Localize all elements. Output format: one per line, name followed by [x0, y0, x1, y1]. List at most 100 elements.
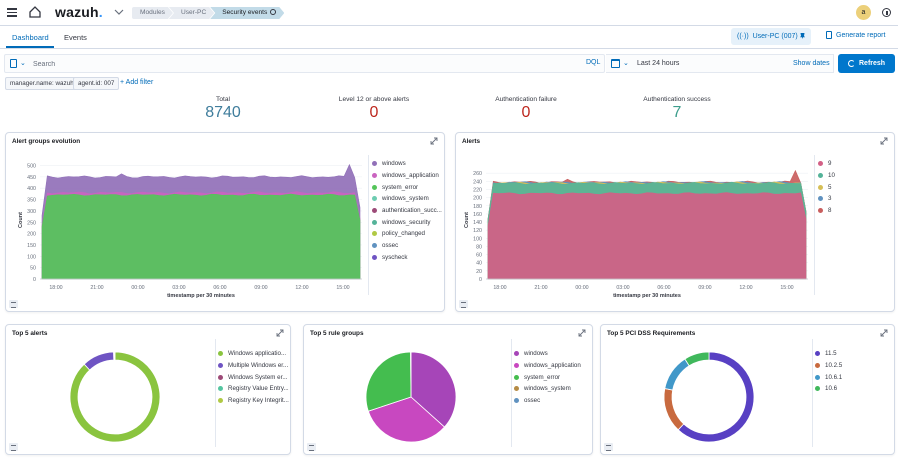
- date-range-label[interactable]: Last 24 hours: [637, 60, 680, 67]
- help-icon[interactable]: [882, 8, 891, 17]
- alert-groups-legend-item[interactable]: syscheck: [372, 252, 442, 264]
- pie-slice[interactable]: [664, 358, 690, 391]
- alerts-legend-item[interactable]: 9: [818, 158, 835, 170]
- add-filter-button[interactable]: + Add filter: [120, 79, 154, 86]
- legend-label: Registry Value Entry...: [228, 385, 289, 393]
- generate-report-label: Generate report: [836, 32, 886, 39]
- breadcrumb-modules[interactable]: Modules: [132, 7, 173, 19]
- breadcrumb-agent[interactable]: User-PC: [169, 7, 214, 19]
- legend-toggle-icon[interactable]: [604, 443, 613, 451]
- wazuh-logo[interactable]: wazuh.: [55, 4, 103, 20]
- top5-pci-legend-item[interactable]: 10.6.1: [815, 371, 842, 383]
- date-picker: ⌄ Last 24 hours Show dates: [606, 54, 834, 73]
- stat-auth-failure-value[interactable]: 0: [521, 104, 531, 121]
- dql-toggle[interactable]: DQL: [586, 59, 601, 66]
- legend-label: 10.6: [825, 385, 838, 393]
- top5-rule-groups-legend-item[interactable]: system_error: [514, 371, 581, 383]
- top5-pci-legend-item[interactable]: 10.2.5: [815, 360, 842, 372]
- chevron-down-icon[interactable]: ⌄: [20, 60, 26, 67]
- breadcrumb: Modules User-PC Security events: [132, 7, 284, 19]
- search-input[interactable]: [33, 58, 573, 70]
- saved-query-icon[interactable]: [10, 59, 17, 68]
- area-series-9[interactable]: [487, 192, 807, 280]
- alerts-legend-item[interactable]: 3: [818, 193, 835, 205]
- top5-alerts-legend-item[interactable]: Multiple Windows er...: [218, 360, 289, 372]
- alert-groups-legend-item[interactable]: policy_changed: [372, 228, 442, 240]
- alerts-legend-item[interactable]: 5: [818, 181, 835, 193]
- legend-toggle-icon[interactable]: [307, 443, 316, 451]
- legend-toggle-icon[interactable]: [9, 300, 18, 308]
- chevron-down-icon[interactable]: ⌄: [623, 60, 629, 67]
- y-tick-label: 80: [476, 244, 482, 250]
- filter-pill-manager[interactable]: manager.name: wazuh: [5, 77, 79, 90]
- top5-rule-groups-legend-item[interactable]: windows_system: [514, 383, 581, 395]
- legend-swatch: [372, 231, 377, 237]
- top5-rule-groups-legend-item[interactable]: ossec: [514, 395, 581, 407]
- top5-alerts-legend-item[interactable]: Windows applicatio...: [218, 348, 289, 360]
- pie-slice[interactable]: [684, 351, 710, 367]
- expand-icon[interactable]: [880, 329, 888, 337]
- alert-groups-legend-item[interactable]: system_error: [372, 181, 442, 193]
- pie-slice[interactable]: [663, 388, 685, 431]
- legend-toggle-icon[interactable]: [9, 443, 18, 451]
- top5-rule-groups-legend-item[interactable]: windows: [514, 348, 581, 360]
- y-tick-label: 60: [476, 253, 482, 259]
- agent-selector-button[interactable]: ((·)) User-PC (007): [731, 28, 811, 45]
- alert-groups-evolution-panel: Alert groups evolution 0 50 100 150 200 250 30…: [5, 132, 445, 312]
- expand-icon[interactable]: [880, 137, 888, 145]
- alert-groups-legend-item[interactable]: ossec: [372, 240, 442, 252]
- pie-slice[interactable]: [83, 351, 115, 371]
- avatar[interactable]: a: [856, 5, 871, 20]
- y-tick-label: 450: [27, 175, 36, 181]
- x-tick-label: 12:00: [295, 285, 308, 291]
- pie-slice[interactable]: [69, 351, 161, 443]
- top5-rule-groups-legend-item[interactable]: windows_application: [514, 360, 581, 372]
- area-series-system-error[interactable]: [41, 193, 361, 280]
- filter-pill-agent[interactable]: agent.id: 007: [73, 77, 120, 90]
- tab-dashboard[interactable]: Dashboard: [12, 33, 49, 42]
- x-tick-label: 06:00: [213, 285, 226, 291]
- pie-slice[interactable]: [365, 351, 412, 412]
- expand-icon[interactable]: [430, 137, 438, 145]
- alert-groups-legend-item[interactable]: authentication_succ...: [372, 205, 442, 217]
- generate-report-button[interactable]: Generate report: [826, 31, 885, 39]
- top5-pci-legend-item[interactable]: 10.6: [815, 383, 842, 395]
- y-tick-label: 350: [27, 198, 36, 204]
- x-tick-label: 03:00: [172, 285, 185, 291]
- tab-events[interactable]: Events: [64, 33, 87, 42]
- legend-swatch: [372, 254, 377, 260]
- x-tick-label: 09:00: [254, 285, 267, 291]
- legend-swatch: [514, 398, 519, 404]
- pie-slice[interactable]: [410, 351, 457, 428]
- expand-icon[interactable]: [276, 329, 284, 337]
- expand-icon[interactable]: [578, 329, 586, 337]
- legend-label: Windows applicatio...: [228, 350, 287, 358]
- alert-groups-legend-item[interactable]: windows: [372, 158, 442, 170]
- top5-alerts-legend-item[interactable]: Registry Value Entry...: [218, 383, 289, 395]
- top5-pci-legend-item[interactable]: 11.5: [815, 348, 842, 360]
- alerts-legend-item[interactable]: 10: [818, 170, 835, 182]
- chevron-down-icon[interactable]: [114, 7, 124, 17]
- pie-slice[interactable]: [367, 396, 446, 443]
- top5-alerts-legend-item[interactable]: Registry Key Integrit...: [218, 395, 289, 407]
- alert-groups-legend-item[interactable]: windows_system: [372, 193, 442, 205]
- alerts-legend-item[interactable]: 8: [818, 205, 835, 217]
- refresh-button[interactable]: Refresh: [838, 54, 895, 73]
- refresh-icon: [848, 60, 855, 67]
- top5-alerts-legend: Windows applicatio... Multiple Windows er…: [218, 348, 289, 406]
- show-dates-button[interactable]: Show dates: [793, 60, 830, 67]
- stat-total-value[interactable]: 8740: [205, 104, 241, 121]
- pin-icon[interactable]: [800, 33, 805, 39]
- breadcrumb-security-events[interactable]: Security events: [210, 7, 284, 19]
- calendar-icon[interactable]: [611, 59, 620, 68]
- alert-groups-legend-item[interactable]: windows_security: [372, 216, 442, 228]
- top5-alerts-legend-item[interactable]: Windows System er...: [218, 371, 289, 383]
- home-icon[interactable]: [28, 5, 42, 19]
- menu-icon[interactable]: [6, 6, 18, 18]
- legend-toggle-icon[interactable]: [459, 300, 468, 308]
- alert-groups-legend-item[interactable]: windows_application: [372, 170, 442, 182]
- query-bar: ⌄ DQL: [4, 54, 605, 73]
- stat-auth-success-value[interactable]: 7: [672, 104, 682, 121]
- stat-level12-value[interactable]: 0: [369, 104, 379, 121]
- legend-swatch: [818, 196, 823, 202]
